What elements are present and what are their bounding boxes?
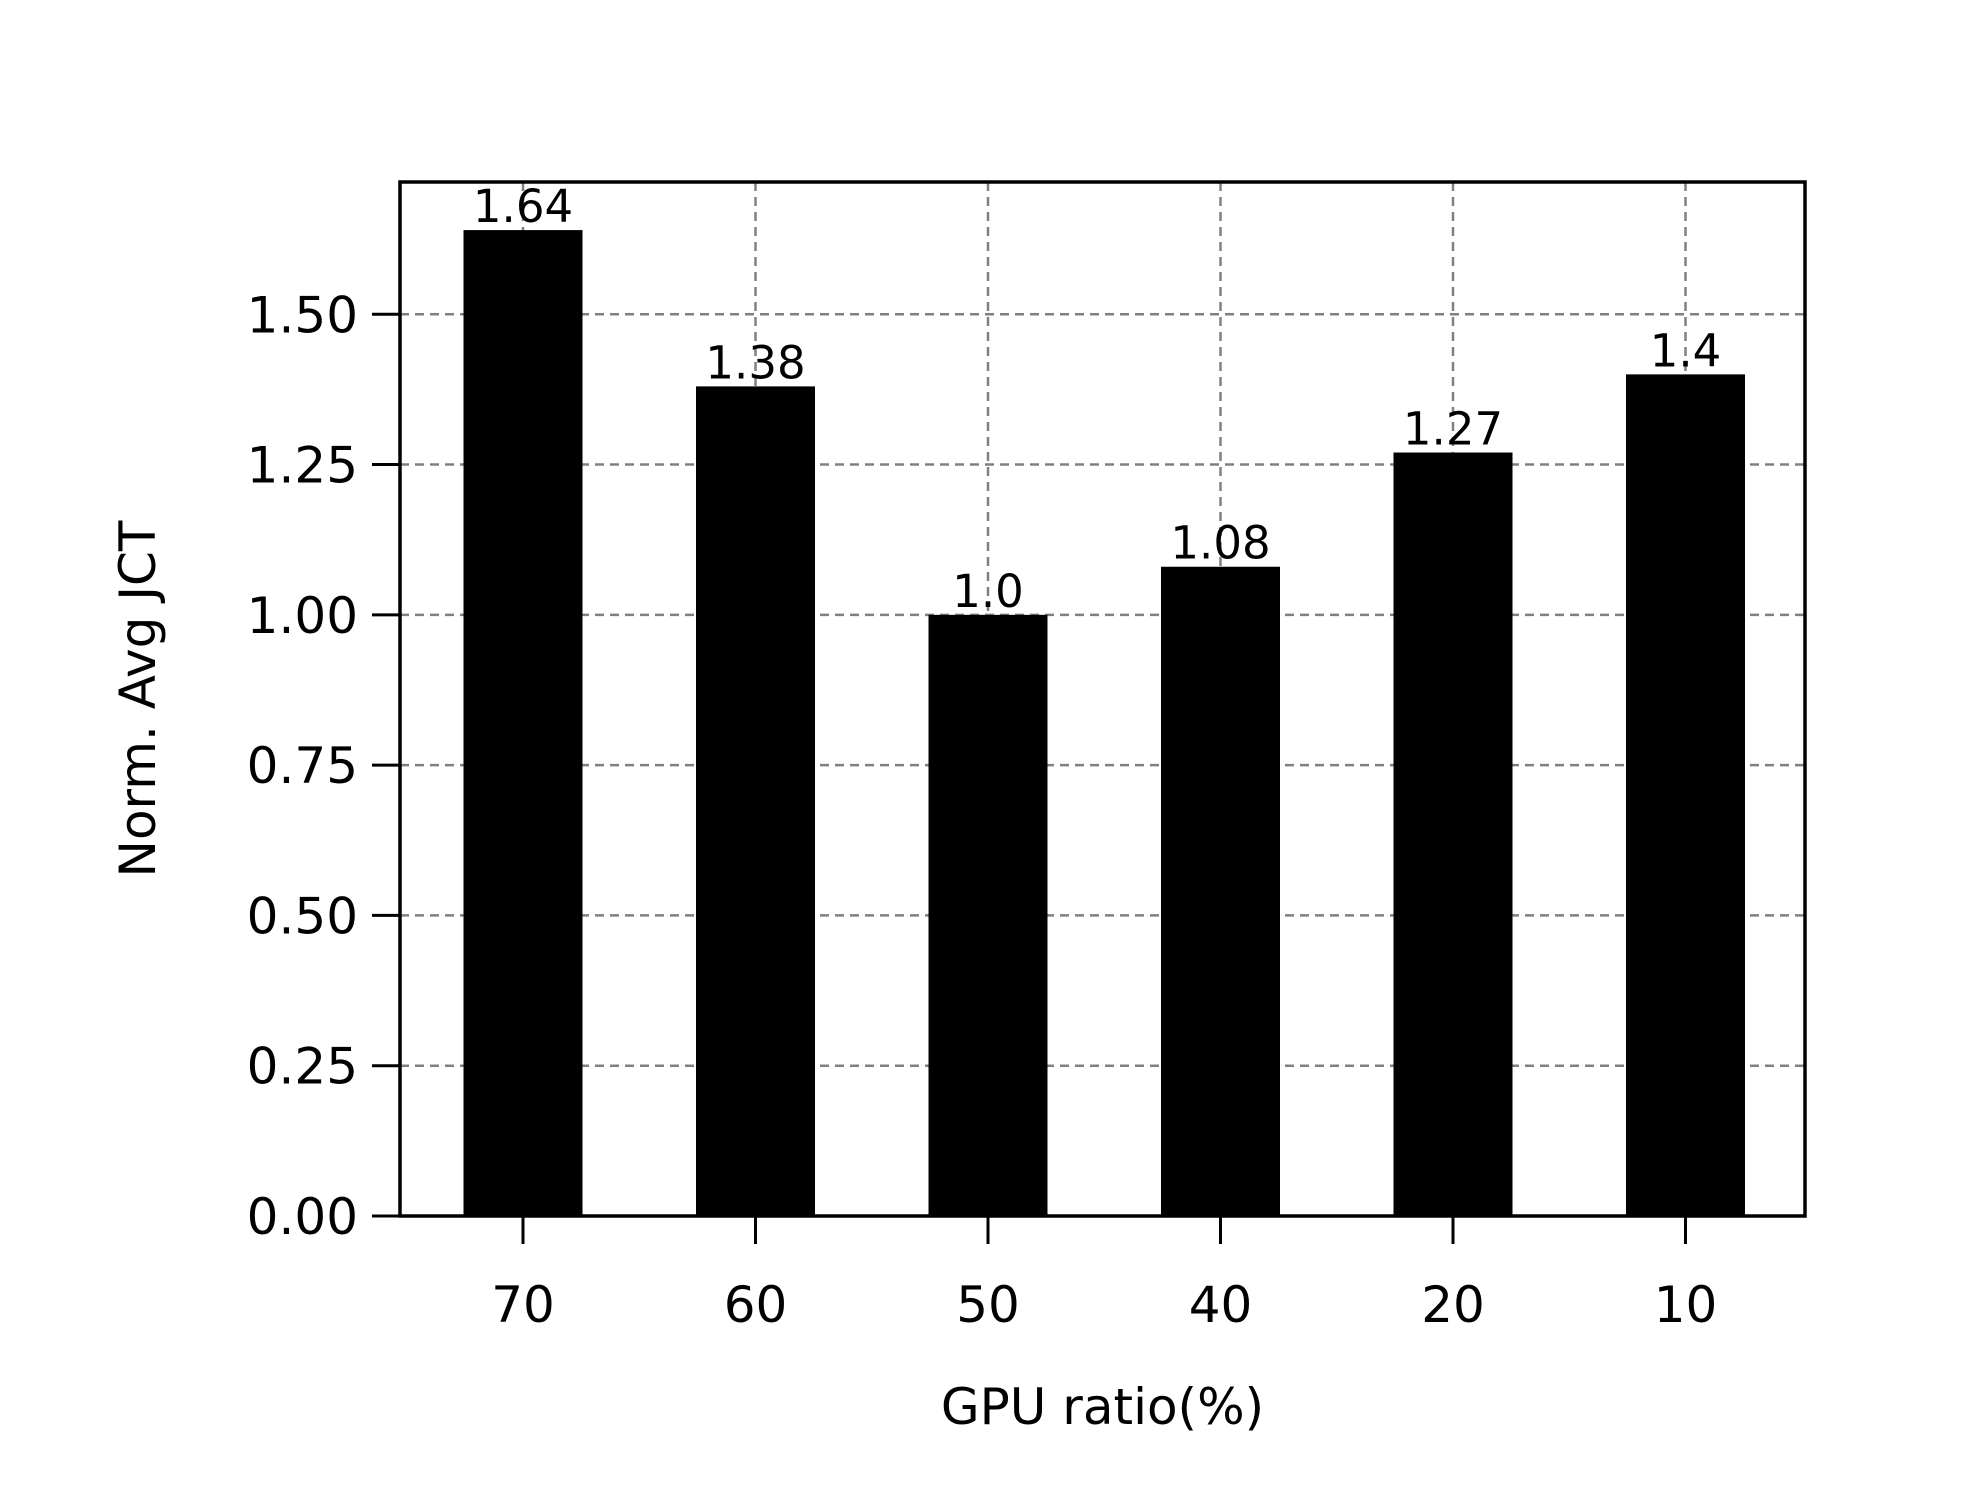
- y-tick-label: 0.00: [247, 1188, 358, 1246]
- y-tick-label: 1.25: [247, 437, 358, 495]
- ticks: 0.00 0.25 0.50 0.75 1.00 1.25 1.50 70 60 50 40 20 10: [247, 286, 1718, 1334]
- x-tick-label: 40: [1189, 1276, 1253, 1334]
- bar: [1393, 452, 1513, 1216]
- y-tick-label: 1.00: [247, 587, 358, 645]
- bars: [463, 230, 1745, 1217]
- bar: [696, 386, 815, 1216]
- bar: [463, 230, 583, 1216]
- grid: [400, 182, 1805, 1216]
- x-axis-title: GPU ratio(%): [941, 1378, 1264, 1436]
- y-tick-label: 0.50: [247, 887, 358, 945]
- y-tick-label: 1.50: [247, 286, 358, 344]
- x-tick-label: 60: [724, 1276, 788, 1334]
- data-label: 1.0: [952, 565, 1024, 618]
- x-tick-label: 70: [491, 1276, 555, 1334]
- y-tick-label: 0.25: [247, 1038, 358, 1096]
- data-label: 1.4: [1650, 324, 1722, 377]
- bar: [1626, 374, 1745, 1217]
- data-label: 1.64: [473, 180, 573, 233]
- bar: [928, 614, 1048, 1216]
- x-tick-label: 10: [1654, 1276, 1718, 1334]
- x-tick-label: 20: [1421, 1276, 1485, 1334]
- bar: [1161, 566, 1280, 1216]
- plot-frame: [398, 180, 1807, 1218]
- y-tick-label: 0.75: [247, 737, 358, 795]
- y-axis-title: Norm. Avg JCT: [109, 520, 167, 877]
- x-tick-label: 50: [956, 1276, 1020, 1334]
- data-label: 1.08: [1170, 517, 1270, 570]
- data-label: 1.38: [705, 336, 805, 389]
- data-labels: 1.64 1.38 1.0 1.08 1.27 1.4: [473, 180, 1721, 618]
- data-label: 1.27: [1403, 403, 1503, 456]
